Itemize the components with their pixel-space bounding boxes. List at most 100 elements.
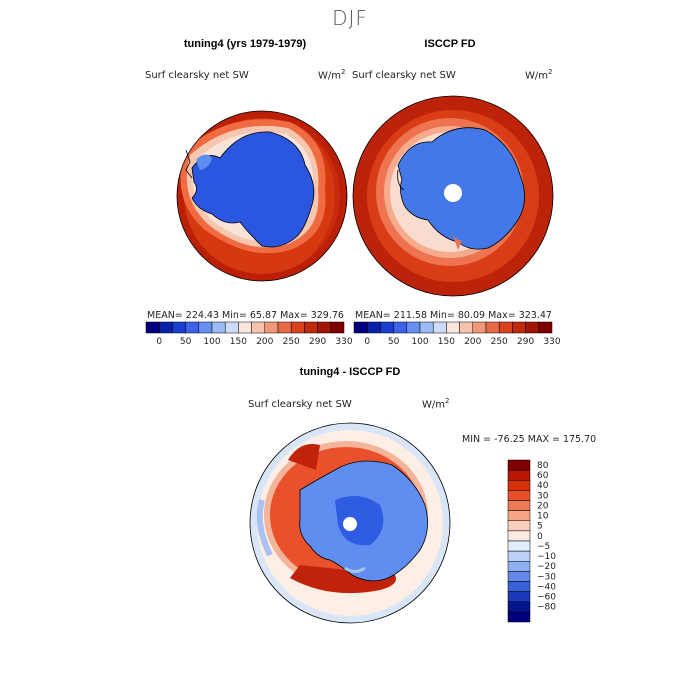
colorbar-swatch	[507, 510, 531, 521]
map-diff	[249, 422, 451, 624]
colorbar-swatch	[507, 530, 531, 542]
colorbar-swatch	[366, 321, 381, 334]
colorbar-tick-label: 10	[537, 512, 549, 522]
colorbar-swatch	[512, 321, 526, 334]
map-model	[176, 110, 348, 282]
colorbar-tick-label: 330	[543, 337, 560, 347]
colorbar-swatch	[393, 321, 408, 334]
colorbar-tick-label: 0	[537, 532, 543, 542]
variable-label-diff: Surf clearsky net SW	[248, 399, 352, 410]
colorbar-tick-label: 200	[464, 337, 481, 347]
colorbar-swatch	[507, 581, 531, 592]
variable-label-model: Surf clearsky net SW	[145, 70, 249, 81]
colorbar-swatch	[507, 480, 531, 491]
colorbar-swatch	[251, 321, 266, 334]
colorbar-tick-label: 40	[537, 481, 549, 491]
colorbar-swatch	[472, 321, 487, 334]
colorbar-swatch	[507, 459, 531, 471]
units-label-obs: W/m2	[525, 68, 553, 82]
colorbar-tick-label: 50	[180, 337, 192, 347]
colorbar-swatch	[432, 321, 447, 334]
pole-hole-diff	[343, 517, 357, 531]
colorbar-tick-label: 290	[309, 337, 326, 347]
panel-title-model: tuning4 (yrs 1979-1979)	[183, 38, 307, 50]
colorbar-tick-label: 100	[203, 337, 220, 347]
colorbar-swatch	[406, 321, 421, 334]
colorbar-swatch	[446, 321, 460, 334]
colorbar-swatch	[158, 321, 173, 334]
colorbar-swatch	[277, 321, 292, 334]
colorbar-obs: 0 50 100 150 200 250 290 330	[353, 321, 561, 347]
colorbar-tick-label: 330	[335, 337, 352, 347]
colorbar-tick-label: 250	[283, 337, 300, 347]
colorbar-swatch	[507, 490, 531, 501]
colorbar-swatch	[224, 321, 239, 334]
units-label-diff: W/m2	[422, 397, 450, 411]
colorbar-tick-label: 20	[537, 501, 549, 511]
map-obs	[352, 95, 554, 297]
colorbar-tick-label: 80	[537, 461, 549, 471]
colorbar-tick-label: −40	[537, 582, 556, 592]
colorbar-swatch	[485, 321, 500, 334]
colorbar-swatch	[498, 321, 513, 334]
antarctica-obs	[397, 127, 525, 250]
colorbar-swatch	[507, 469, 531, 481]
colorbar-swatch	[507, 561, 531, 572]
colorbar-model: 0 50 100 150 200 250 290 330	[145, 321, 353, 347]
colorbar-swatch	[317, 321, 332, 334]
colorbar-swatch	[290, 321, 305, 334]
colorbar-tick-label: 250	[491, 337, 508, 347]
colorbar-swatch	[507, 601, 531, 613]
variable-label-obs: Surf clearsky net SW	[352, 70, 456, 81]
colorbar-tick-label: 100	[411, 337, 428, 347]
colorbar-tick-label: 150	[230, 337, 247, 347]
colorbar-swatch	[264, 321, 279, 334]
colorbar-tick-label: 200	[256, 337, 273, 347]
colorbar-swatch	[525, 321, 540, 334]
colorbar-tick-label: 0	[364, 337, 370, 347]
colorbar-swatch	[507, 550, 531, 562]
stats-obs: MEAN= 211.58 Min= 80.09 Max= 323.47	[355, 310, 552, 321]
colorbar-tick-label: 150	[438, 337, 455, 347]
colorbar-swatch	[507, 611, 531, 623]
colorbar-swatch	[507, 591, 531, 602]
colorbar-tick-label: 60	[537, 471, 549, 481]
colorbar-swatch	[304, 321, 318, 334]
antarctica-model	[191, 131, 315, 248]
colorbar-swatch	[507, 540, 531, 552]
colorbar-swatch	[145, 321, 160, 334]
colorbar-tick-label: −30	[537, 572, 556, 582]
units-label-model: W/m2	[318, 68, 346, 82]
colorbar-swatch	[198, 321, 213, 334]
colorbar-swatch	[172, 321, 186, 334]
colorbar-swatch	[380, 321, 394, 334]
colorbar-tick-label: −80	[537, 603, 556, 613]
colorbar-tick-label: −5	[537, 542, 550, 552]
colorbar-swatch	[507, 520, 531, 532]
figure-title: DJF	[332, 6, 368, 30]
colorbar-tick-label: 50	[388, 337, 400, 347]
colorbar-swatch	[211, 321, 226, 334]
colorbar-tick-label: 290	[517, 337, 534, 347]
colorbar-tick-label: −60	[537, 593, 556, 603]
colorbar-swatch	[507, 571, 531, 582]
colorbar-swatch	[538, 321, 553, 334]
panel-title-diff: tuning4 - ISCCP FD	[299, 366, 401, 378]
stats-model: MEAN= 224.43 Min= 65.87 Max= 329.76	[147, 310, 344, 321]
colorbar-swatch	[353, 321, 368, 334]
colorbar-swatch	[419, 321, 434, 334]
pole-hole-obs	[444, 184, 462, 202]
stats-diff: MIN = -76.25 MAX = 175.70	[462, 434, 597, 445]
colorbar-swatch	[507, 500, 531, 511]
colorbar-tick-label: 0	[156, 337, 162, 347]
colorbar-tick-label: −10	[537, 552, 556, 562]
colorbar-swatch	[330, 321, 345, 334]
colorbar-tick-label: −20	[537, 562, 556, 572]
colorbar-tick-label: 5	[537, 522, 543, 532]
panel-title-obs: ISCCP FD	[424, 38, 476, 50]
colorbar-swatch	[459, 321, 474, 334]
colorbar-swatch	[185, 321, 200, 334]
colorbar-swatch	[238, 321, 252, 334]
